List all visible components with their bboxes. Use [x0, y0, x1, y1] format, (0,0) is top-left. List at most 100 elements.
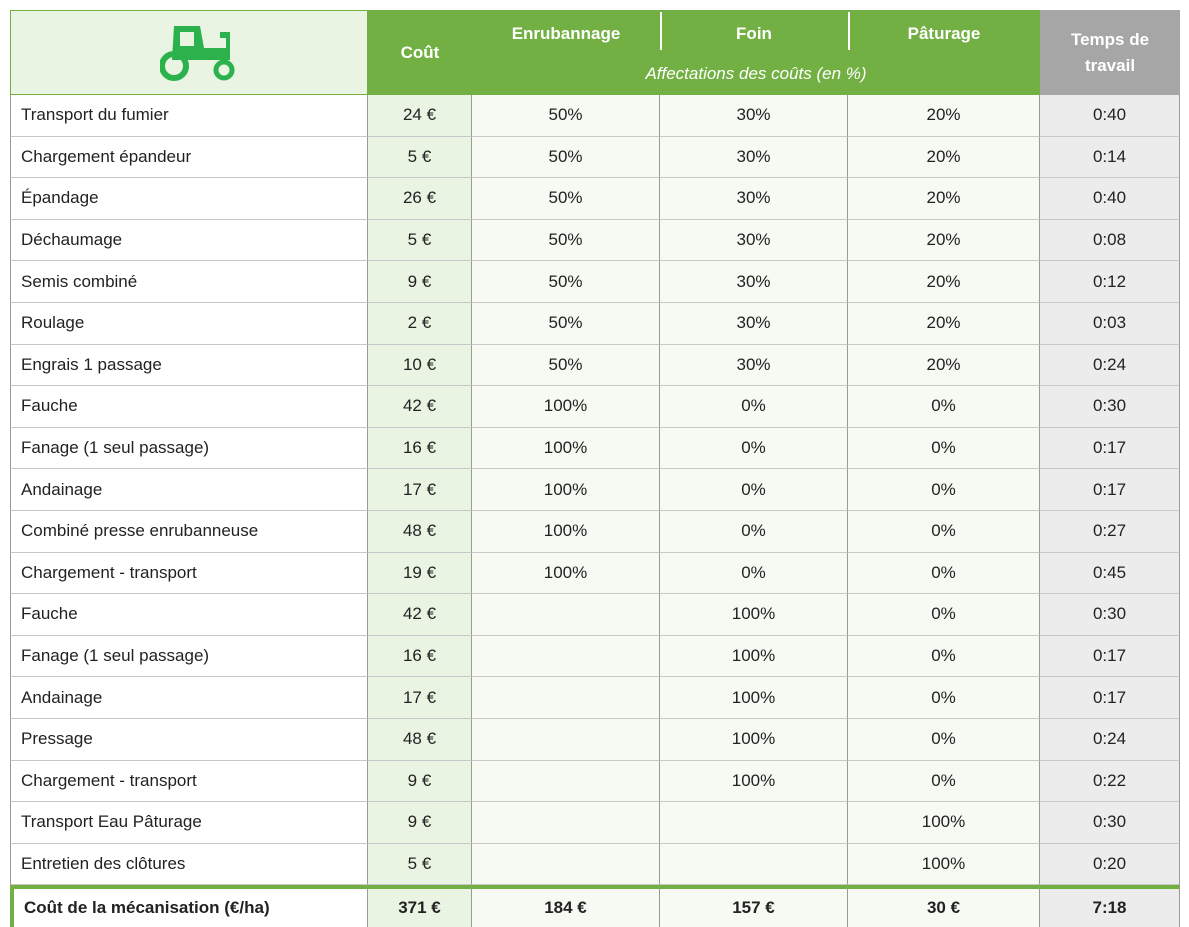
work-time-cell: 0:30: [1040, 386, 1180, 428]
cost-cell: 5 €: [368, 136, 472, 179]
share-cell: 30%: [660, 95, 848, 137]
cost-cell: 48 €: [368, 719, 472, 761]
header-column: Pâturage: [907, 24, 981, 43]
share-cell: 30%: [660, 303, 848, 345]
share-cell: 20%: [848, 219, 1040, 262]
operation-cell: Engrais 1 passage: [10, 344, 368, 387]
work-time-cell: 0:17: [1040, 469, 1180, 511]
total-share-cell: 30 €: [848, 885, 1040, 927]
share-cell: 50%: [472, 261, 660, 303]
share-cell: 50%: [472, 95, 660, 137]
operation-cell: Combiné presse enrubanneuse: [10, 511, 368, 553]
share-cell: 0%: [660, 386, 848, 428]
operation-cell: Fauche: [10, 594, 368, 636]
share-cell: 0%: [848, 386, 1040, 428]
header-divider: [848, 12, 850, 50]
share-cell: 0%: [848, 677, 1040, 719]
share-cell: 0%: [848, 427, 1040, 470]
share-cell: 100%: [472, 386, 660, 428]
share-cell: 0%: [848, 635, 1040, 678]
share-cell: [472, 594, 660, 636]
header-divider: [660, 12, 662, 50]
cost-cell: 42 €: [368, 386, 472, 428]
share-cell: 0%: [848, 552, 1040, 595]
header-column: Enrubannage: [511, 24, 621, 43]
work-time-cell: 0:08: [1040, 219, 1180, 262]
share-cell: 30%: [660, 178, 848, 220]
share-cell: 50%: [472, 219, 660, 262]
share-cell: 20%: [848, 261, 1040, 303]
share-cell: [660, 802, 848, 844]
operation-cell: Fanage (1 seul passage): [10, 427, 368, 470]
share-cell: 20%: [848, 136, 1040, 179]
share-cell: [472, 802, 660, 844]
work-time-cell: 0:22: [1040, 760, 1180, 803]
share-cell: 100%: [472, 469, 660, 511]
share-cell: 100%: [848, 802, 1040, 844]
share-cell: 100%: [660, 719, 848, 761]
cost-cell: 48 €: [368, 511, 472, 553]
cost-cell: 9 €: [368, 802, 472, 844]
share-cell: 100%: [660, 635, 848, 678]
share-cell: [472, 760, 660, 803]
work-time-cell: 0:40: [1040, 95, 1180, 137]
header-cost: Coût: [400, 42, 440, 62]
work-time-cell: 0:24: [1040, 719, 1180, 761]
share-cell: 0%: [848, 719, 1040, 761]
work-time-cell: 0:30: [1040, 802, 1180, 844]
share-cell: [472, 635, 660, 678]
share-cell: 30%: [660, 344, 848, 387]
share-cell: 100%: [848, 843, 1040, 886]
work-time-cell: 0:14: [1040, 136, 1180, 179]
share-cell: 0%: [660, 511, 848, 553]
work-time-cell: 0:45: [1040, 552, 1180, 595]
operation-cell: Pressage: [10, 719, 368, 761]
work-time-cell: 0:17: [1040, 427, 1180, 470]
total-share-cell: 157 €: [660, 885, 848, 927]
share-cell: 50%: [472, 136, 660, 179]
work-time-cell: 0:20: [1040, 843, 1180, 886]
header-time-bg: [1040, 10, 1180, 95]
work-time-cell: 0:03: [1040, 303, 1180, 345]
share-cell: [472, 843, 660, 886]
share-cell: [660, 843, 848, 886]
operation-cell: Andainage: [10, 677, 368, 719]
share-cell: 20%: [848, 95, 1040, 137]
header-column: Foin: [736, 24, 772, 43]
cost-cell: 10 €: [368, 344, 472, 387]
header-time: Temps de travail: [1070, 30, 1150, 75]
share-cell: 100%: [472, 552, 660, 595]
share-cell: 100%: [472, 511, 660, 553]
tractor-icon: [160, 26, 235, 81]
total-share-cell: 184 €: [472, 885, 660, 927]
share-cell: 100%: [472, 427, 660, 470]
operation-cell: Fauche: [10, 386, 368, 428]
total-operation-cell: Coût de la mécanisation (€/ha): [10, 885, 368, 927]
cost-cell: 16 €: [368, 635, 472, 678]
share-cell: 100%: [660, 677, 848, 719]
share-cell: 20%: [848, 344, 1040, 387]
share-cell: 50%: [472, 344, 660, 387]
share-cell: 0%: [848, 469, 1040, 511]
cost-cell: 19 €: [368, 552, 472, 595]
cost-cell: 2 €: [368, 303, 472, 345]
cost-cell: 17 €: [368, 469, 472, 511]
share-cell: [472, 677, 660, 719]
share-cell: 0%: [848, 511, 1040, 553]
work-time-cell: 0:17: [1040, 677, 1180, 719]
share-cell: 50%: [472, 178, 660, 220]
share-cell: 50%: [472, 303, 660, 345]
cost-cell: 9 €: [368, 760, 472, 803]
share-cell: 20%: [848, 178, 1040, 220]
operation-cell: Épandage: [10, 178, 368, 220]
share-cell: 30%: [660, 136, 848, 179]
operation-cell: Entretien des clôtures: [10, 843, 368, 886]
share-cell: 20%: [848, 303, 1040, 345]
total-work-time-cell: 7:18: [1040, 885, 1180, 927]
operation-cell: Déchaumage: [10, 219, 368, 262]
operation-cell: Chargement - transport: [10, 760, 368, 803]
header-subtitle: Affectations des coûts (en %): [645, 64, 867, 83]
cost-cell: 24 €: [368, 95, 472, 137]
operation-cell: Transport Eau Pâturage: [10, 802, 368, 844]
